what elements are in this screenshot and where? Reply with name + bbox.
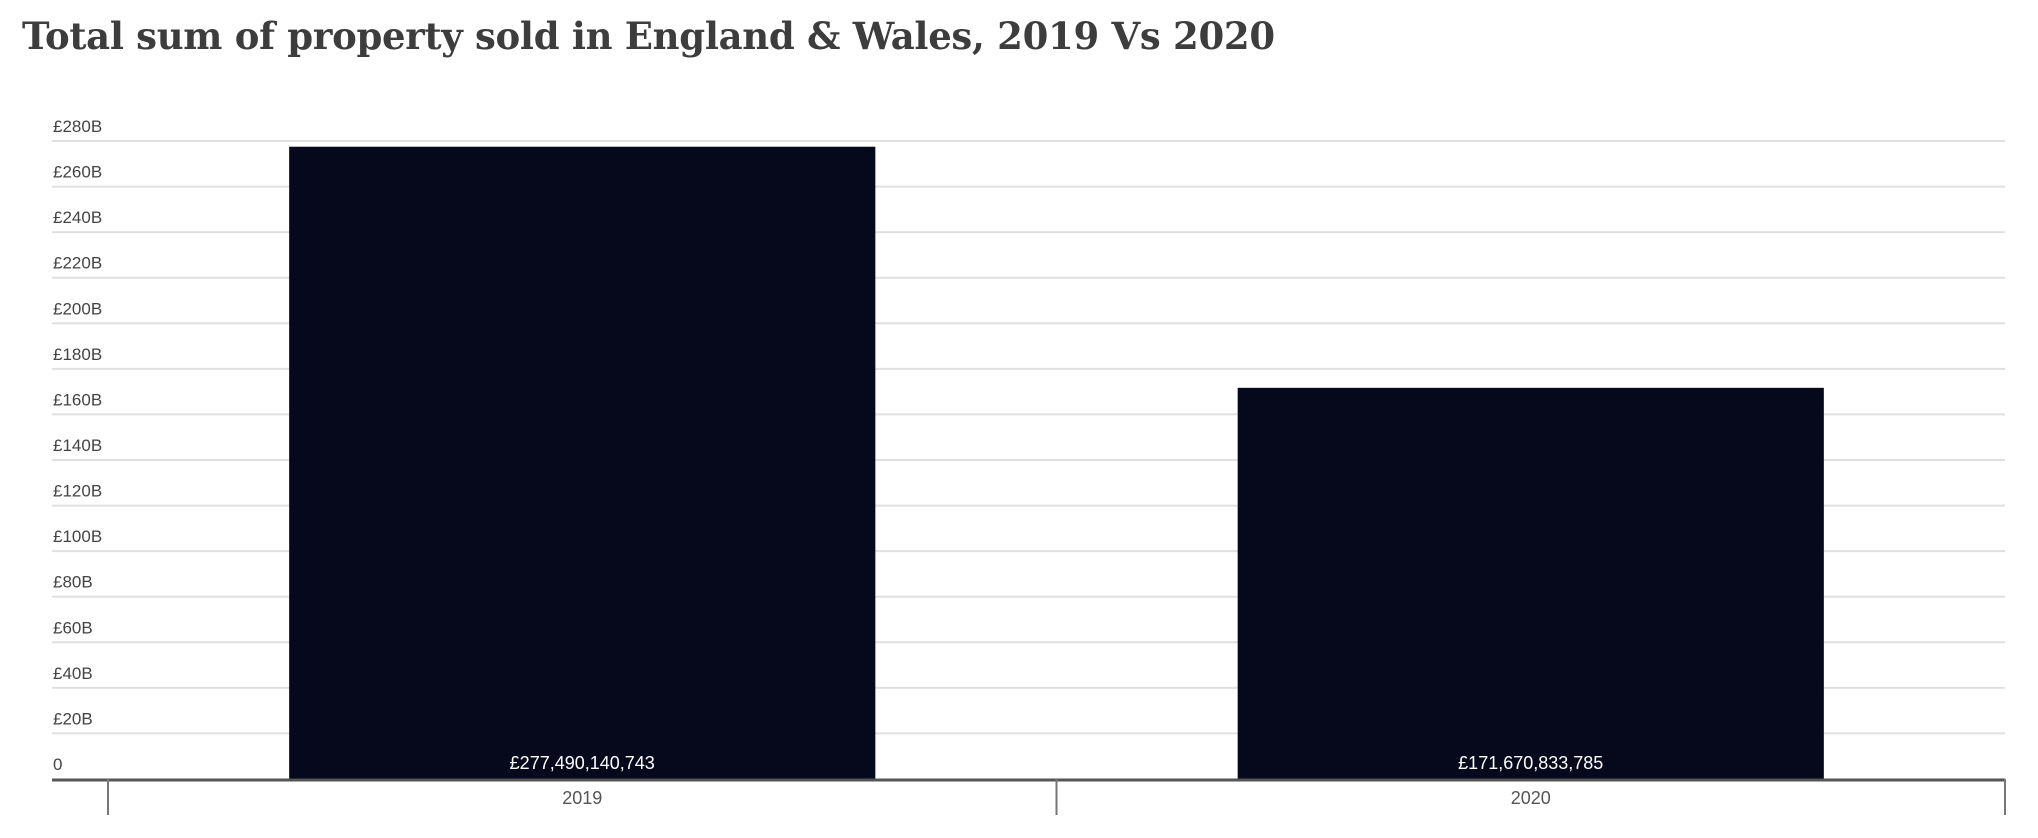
y-tick-label: £200B [53,299,102,318]
y-tick-label: £60B [53,618,93,637]
y-tick-label: £20B [53,709,93,728]
bar-2019 [289,146,876,780]
y-tick-label: £280B [53,117,102,136]
bar-data-label: £277,490,140,743 [510,753,655,773]
y-tick-label: £160B [53,390,102,409]
y-tick-label: £240B [53,208,102,227]
y-tick-label: 0 [53,755,62,774]
y-axis-tick-labels: 0 £20B £40B £60B £80B £100B £120B £140B £160B £18… [53,117,102,774]
y-tick-label: £140B [53,436,102,455]
x-axis-category-labels: 2019 2020 [562,788,1551,808]
bar-2020 [1237,387,1824,779]
y-tick-label: £260B [53,163,102,182]
y-tick-label: £40B [53,664,93,683]
y-tick-label: £120B [53,482,102,501]
bar-data-label: £171,670,833,785 [1458,753,1603,773]
bars: £277,490,140,743 £171,670,833,785 [289,146,1824,780]
chart-title: Total sum of property sold in England & … [22,14,1275,58]
y-tick-label: £220B [53,254,102,273]
x-category-label: 2019 [562,788,602,808]
y-tick-label: £100B [53,527,102,546]
x-category-label: 2020 [1511,788,1551,808]
x-axis [52,778,2006,815]
y-tick-label: £80B [53,573,93,592]
y-tick-label: £180B [53,345,102,364]
